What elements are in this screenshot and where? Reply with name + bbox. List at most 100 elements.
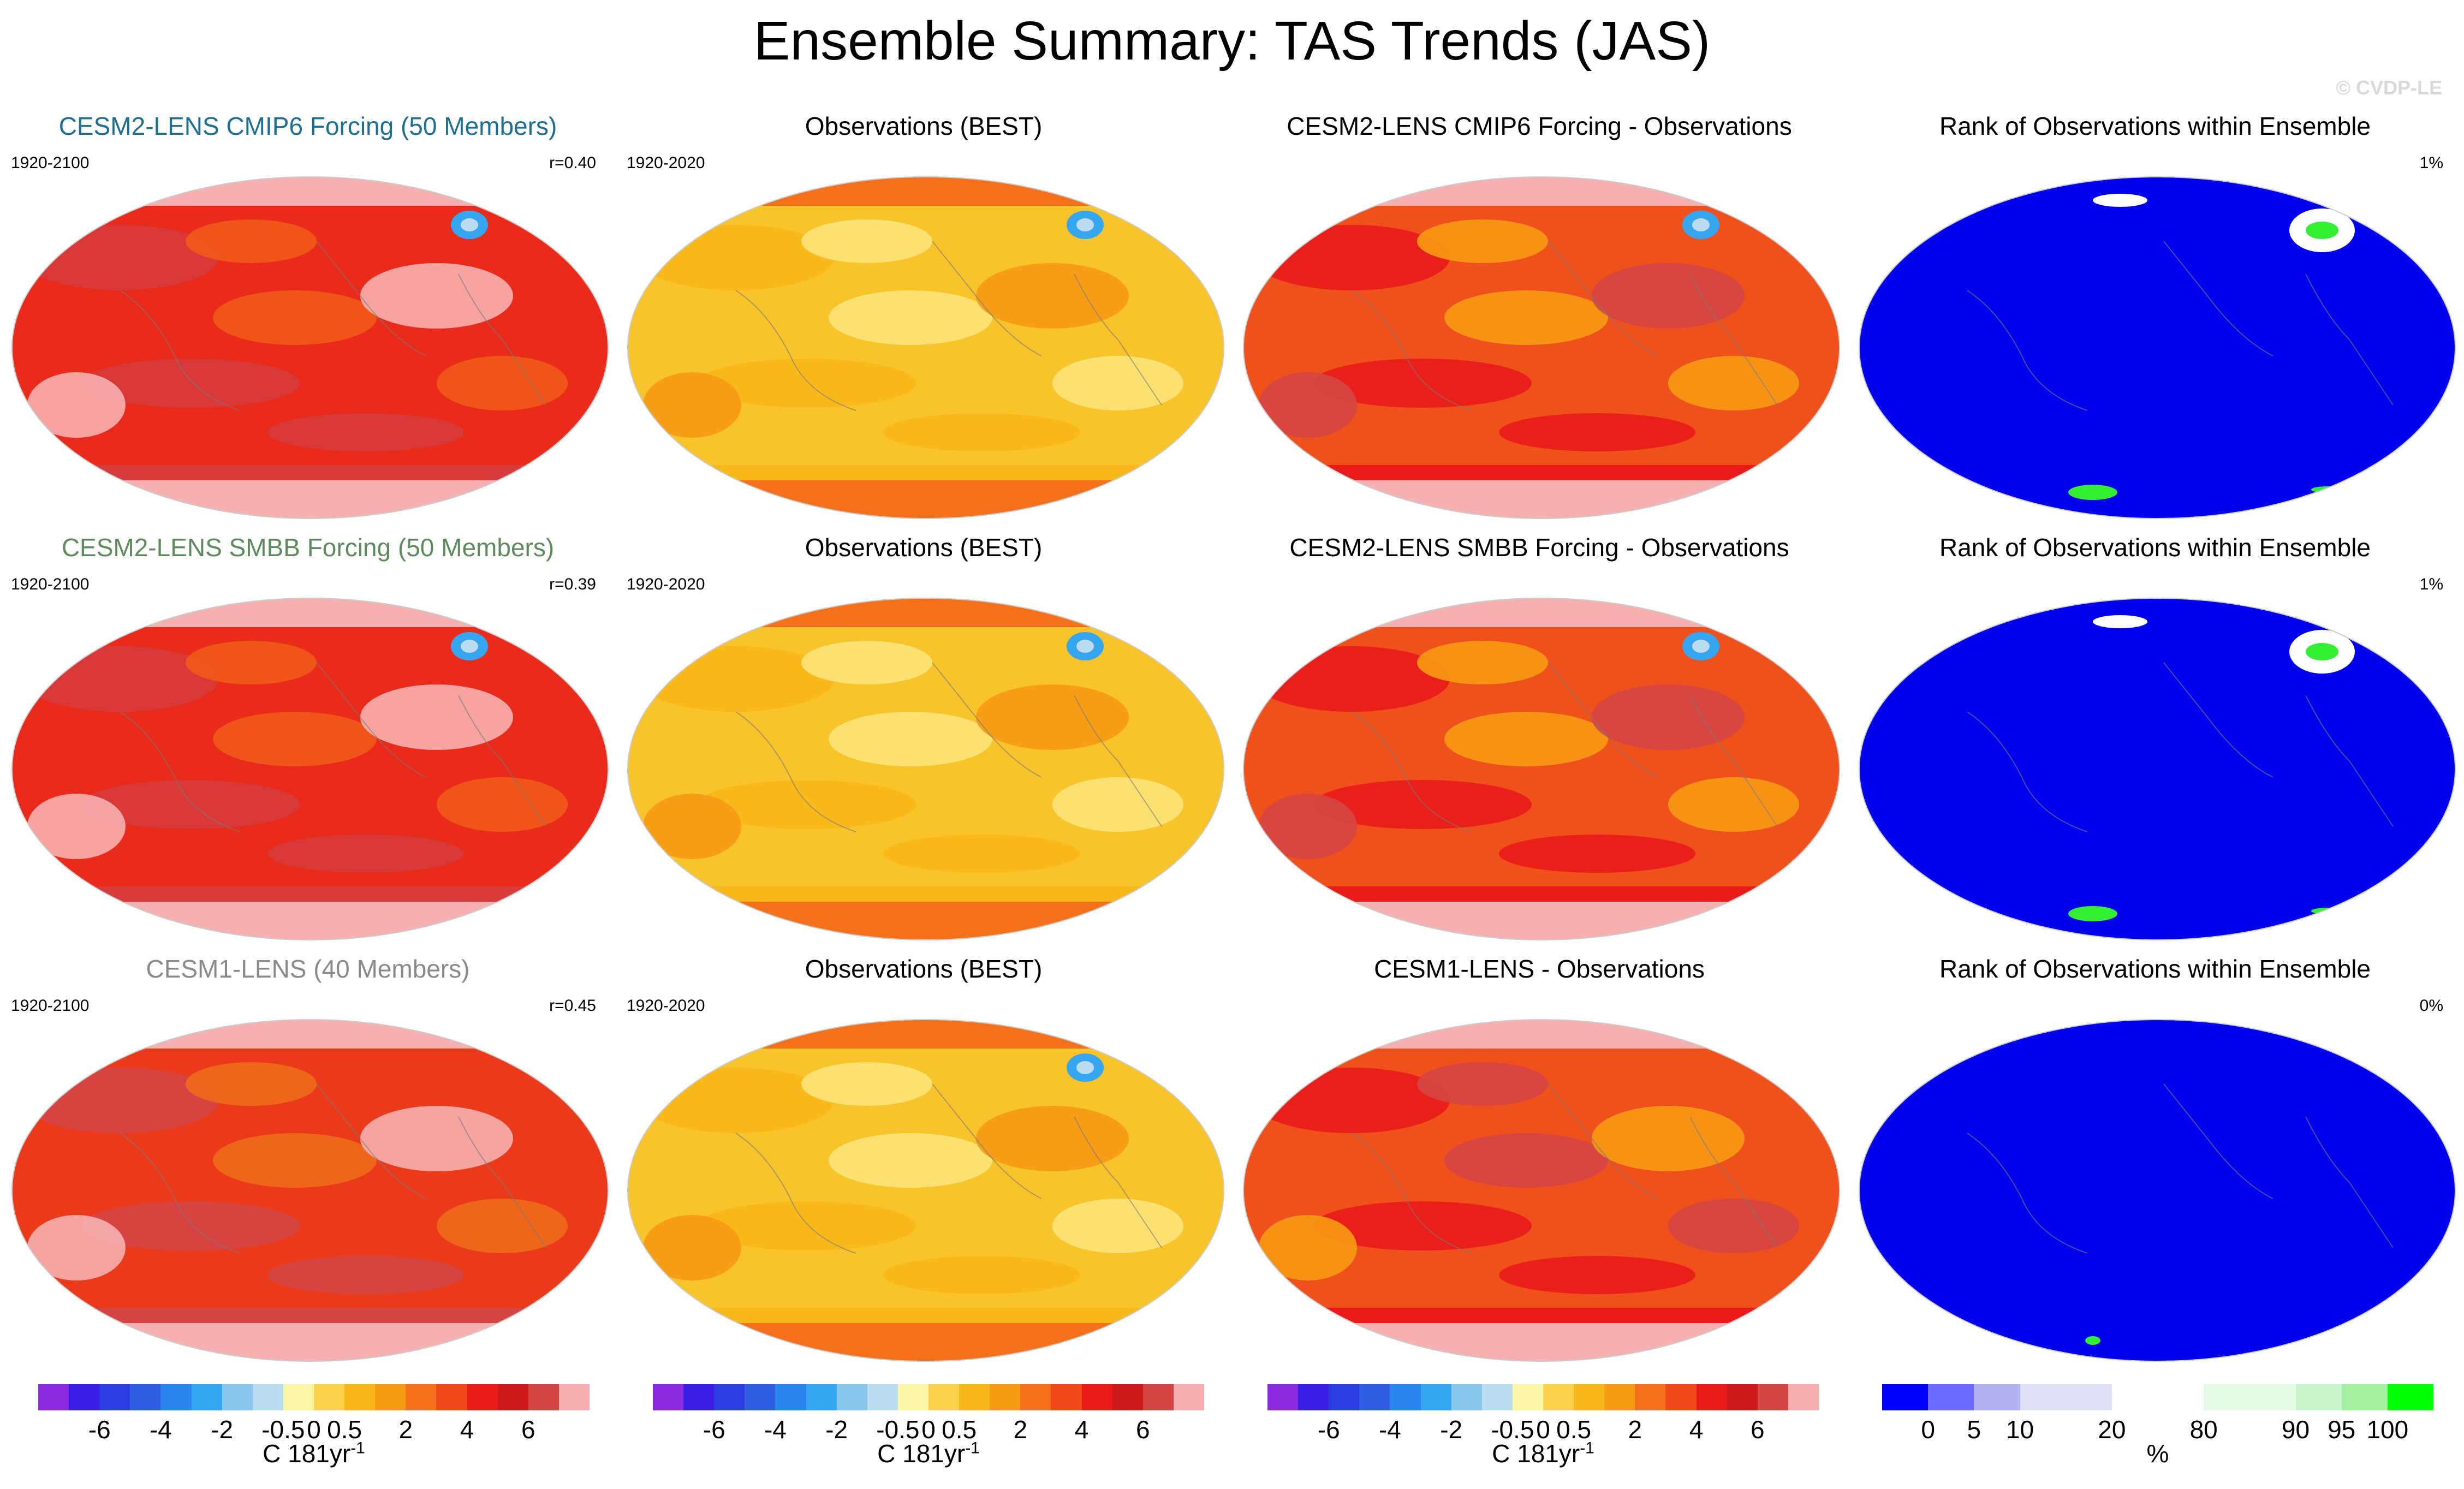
colorbar-tick-label: 95 [2328,1415,2356,1444]
panel-stat: 1% [2419,154,2443,172]
colorbar-swatch [1635,1384,1666,1410]
colorbar-tick-label: -2 [211,1415,234,1444]
panel-title: CESM2-LENS SMBB Forcing (50 Members) [61,533,555,562]
colorbar-swatch [406,1384,437,1410]
colorbar-units: C 181yr-1 [877,1439,980,1468]
colorbar-swatch [2295,1384,2342,1410]
colorbar-swatch [897,1384,929,1410]
colorbar-tick-label: 5 [1967,1415,1981,1444]
panel-title: Rank of Observations within Ensemble [1939,955,2371,983]
watermark: © CVDP-LE [2336,76,2442,99]
temperature-colorbar: -6 -4 -2 -0.5 0 0.5 2 4 6 C 181yr-1 [38,1384,590,1488]
map-field [1859,1020,2455,1361]
colorbar-swatch [1298,1384,1329,1410]
map-field [12,598,608,940]
colorbar-swatch [344,1384,376,1410]
colorbar-swatch [1267,1384,1299,1410]
panel-period: 1920-2020 [627,575,705,593]
colorbar-swatch [2204,1384,2250,1410]
colorbar-swatch [497,1384,528,1410]
global-map [11,598,609,940]
colorbar-tick-label: -4 [1378,1415,1401,1444]
colorbar-tick-label: 0 [1921,1415,1935,1444]
colorbar-swatch [1512,1384,1543,1410]
panel-title: Observations (BEST) [805,533,1043,562]
colorbar-tick-label: 4 [1689,1415,1704,1444]
colorbar-tick-label: -2 [1440,1415,1463,1444]
colorbar-tick-label: 0 [307,1415,321,1444]
colorbar-tick-label: -0.5 [261,1415,305,1444]
colorbar-tick-label: -0.5 [1491,1415,1534,1444]
colorbar-swatch [990,1384,1021,1410]
global-map [1243,176,1840,519]
global-map [1243,598,1840,940]
colorbar-units: C 181yr-1 [263,1439,365,1468]
colorbar-tick-label: -4 [764,1415,787,1444]
colorbar-swatch [1882,1384,1929,1410]
colorbar-tick-label: -4 [149,1415,172,1444]
colorbar-tick-label: 20 [2098,1415,2126,1444]
panel-title: CESM1-LENS (40 Members) [146,955,470,983]
colorbar-swatch [1112,1384,1143,1410]
colorbar-tick-label: 0 [1536,1415,1550,1444]
map-panel: Rank of Observations within Ensemble 1% [1847,521,2463,942]
temperature-colorbar: -6 -4 -2 -0.5 0 0.5 2 4 6 C 181yr-1 [653,1384,1204,1488]
map-panel: CESM1-LENS (40 Members) 1920-2100 r=0.45 [0,942,616,1363]
global-map [1859,176,2456,519]
map-panel: CESM2-LENS CMIP6 Forcing (50 Members) 192… [0,99,616,521]
colorbar-swatch [528,1384,559,1410]
colorbar-swatch [2249,1384,2296,1410]
colorbar-swatch [1020,1384,1051,1410]
colorbar-tick-label: 2 [1013,1415,1028,1444]
colorbar-swatch [252,1384,283,1410]
rank-colorbar: 0 5 10 20 80 90 95 100% [1882,1384,2434,1488]
colorbar-tick-label: 4 [1074,1415,1089,1444]
colorbar-swatch [436,1384,467,1410]
map-panel: Observations (BEST) 1920-2020 [616,521,1231,942]
colorbar-tick-label: 0.5 [327,1415,362,1444]
map-field [628,177,1224,519]
panel-title: CESM2-LENS CMIP6 Forcing - Observations [1287,112,1792,140]
panel-period: 1920-2100 [11,997,90,1015]
colorbar-swatch [2111,1384,2158,1410]
colorbar-swatch [867,1384,898,1410]
colorbar-tick-label: 0 [921,1415,936,1444]
map-field [1243,1020,1840,1361]
colorbar-swatch [1574,1384,1605,1410]
colorbar-tick-label: 2 [1628,1415,1642,1444]
global-map [11,1019,609,1362]
colorbar-units: % [2146,1439,2169,1468]
panel-stat: r=0.40 [549,154,596,172]
colorbar-tick-label: 6 [521,1415,535,1444]
colorbar-tick-label: 4 [460,1415,474,1444]
global-map [11,176,609,519]
panel-period: 1920-2020 [627,154,705,172]
colorbar-tick-label: 100 [2366,1415,2409,1444]
colorbar-swatch [1173,1384,1204,1410]
colorbar-swatch [1329,1384,1360,1410]
colorbar-swatch [375,1384,406,1410]
panel-period: 1920-2100 [11,575,90,593]
global-map [627,1019,1224,1362]
map-panel: Observations (BEST) 1920-2020 [616,942,1231,1363]
colorbar-swatch [69,1384,100,1410]
map-field [628,598,1224,940]
colorbar-swatch [1543,1384,1574,1410]
panel-title: Observations (BEST) [805,955,1043,983]
colorbar-swatch [1142,1384,1174,1410]
colorbar-swatch [1451,1384,1482,1410]
colorbar-swatch [99,1384,130,1410]
map-field [12,177,608,519]
global-map [1859,598,2456,940]
colorbar-swatch [1974,1384,2020,1410]
map-field [12,1020,608,1361]
map-field [628,1020,1224,1361]
colorbar-swatch [836,1384,867,1410]
panel-stat: r=0.45 [549,997,596,1015]
colorbar-tick-label: 80 [2189,1415,2218,1444]
colorbar-swatch [1051,1384,1082,1410]
global-map [627,598,1224,940]
colorbar-swatch [714,1384,745,1410]
panel-period: 1920-2100 [11,154,90,172]
colorbar-swatch [959,1384,990,1410]
